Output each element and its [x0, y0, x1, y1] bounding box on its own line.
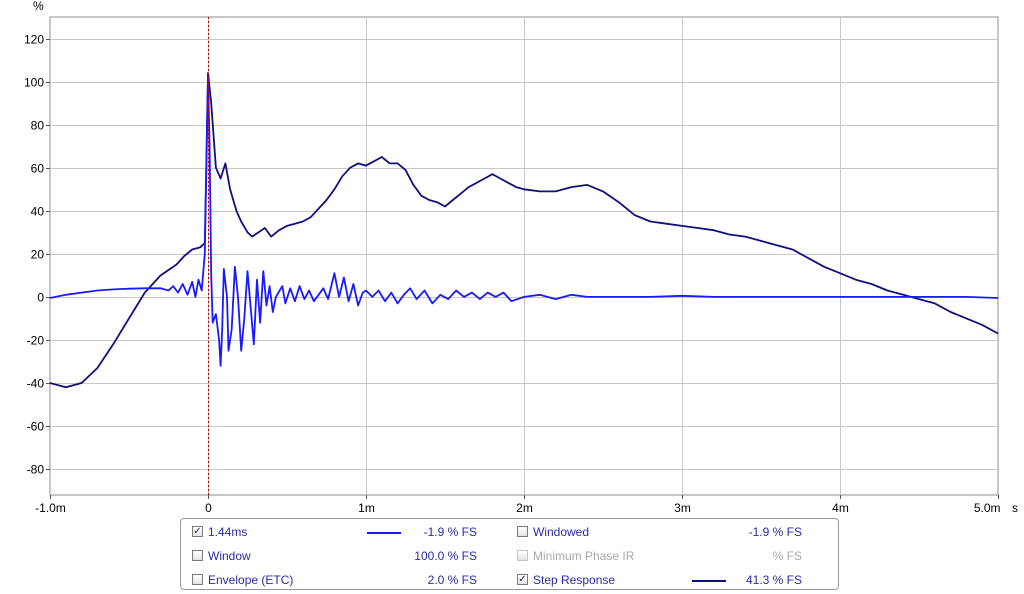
legend-label-envelope: Envelope (ETC)	[208, 573, 294, 587]
x-tick-label: 0	[205, 501, 212, 515]
y-unit-label: %	[33, 0, 44, 13]
y-tick-label: 120	[24, 33, 44, 47]
legend-label-step-response: Step Response	[533, 573, 616, 587]
series-line-step-response	[49, 72, 999, 389]
y-tick-label: -80	[27, 463, 45, 477]
legend-label-1-44ms: 1.44ms	[208, 525, 248, 539]
legend-panel: ✓ 1.44ms -1.9 % FS Window 100.0 % FS Env…	[180, 518, 839, 590]
legend-checkbox-envelope[interactable]	[192, 574, 203, 585]
legend-checkbox-window[interactable]	[192, 550, 203, 561]
legend-checkbox-minimum-phase[interactable]	[517, 550, 528, 561]
y-tick-label: 100	[24, 76, 44, 90]
x-unit-label: s	[1012, 501, 1018, 515]
x-tick-label: 1m	[358, 501, 375, 515]
legend-label-windowed: Windowed	[533, 525, 590, 539]
legend-value-1-44ms: -1.9 % FS	[423, 525, 477, 539]
check-icon: ✓	[193, 526, 202, 537]
check-icon: ✓	[518, 574, 527, 585]
y-tick-label: 40	[31, 205, 45, 219]
legend-checkbox-windowed[interactable]	[517, 526, 528, 537]
x-tick-label: 3m	[674, 501, 691, 515]
y-tick-label: 60	[31, 162, 45, 176]
legend-line-1-44ms	[367, 532, 401, 534]
legend-value-window: 100.0 % FS	[414, 549, 477, 563]
legend-value-windowed: -1.9 % FS	[748, 525, 802, 539]
x-tick-label: -1.0m	[35, 501, 66, 515]
x-tick-label: 2m	[516, 501, 533, 515]
y-tick-label: 20	[31, 248, 45, 262]
chart: 120 100 80 60 40 20 0 -20 -40 -60 -80 -1.0m 0 1m 2m 3m 4…	[24, 0, 1018, 516]
legend-checkbox-1-44ms[interactable]: ✓	[192, 526, 203, 537]
legend-value-minimum-phase: % FS	[772, 549, 802, 563]
y-tick-label: -20	[27, 334, 45, 348]
legend-line-step-response	[692, 580, 726, 582]
legend-value-step-response: 41.3 % FS	[745, 573, 802, 587]
series-layer	[49, 17, 999, 495]
x-tick-label: 4m	[832, 501, 849, 515]
y-tick-label: -40	[27, 377, 45, 391]
y-tick-label: 0	[37, 291, 44, 305]
legend-value-envelope: 2.0 % FS	[427, 573, 477, 587]
y-tick-label: -60	[27, 420, 45, 434]
legend-checkbox-step-response[interactable]: ✓	[517, 574, 528, 585]
axes: 120 100 80 60 40 20 0 -20 -40 -60 -80 -1.0m 0 1m 2m 3m 4…	[24, 33, 1001, 516]
legend-label-minimum-phase: Minimum Phase IR	[533, 549, 635, 563]
series-line-1-44ms	[49, 76, 999, 367]
x-tick-label: 5.0m	[974, 501, 1001, 515]
legend-label-window: Window	[208, 549, 251, 563]
grid	[49, 16, 999, 496]
y-tick-label: 80	[31, 119, 45, 133]
